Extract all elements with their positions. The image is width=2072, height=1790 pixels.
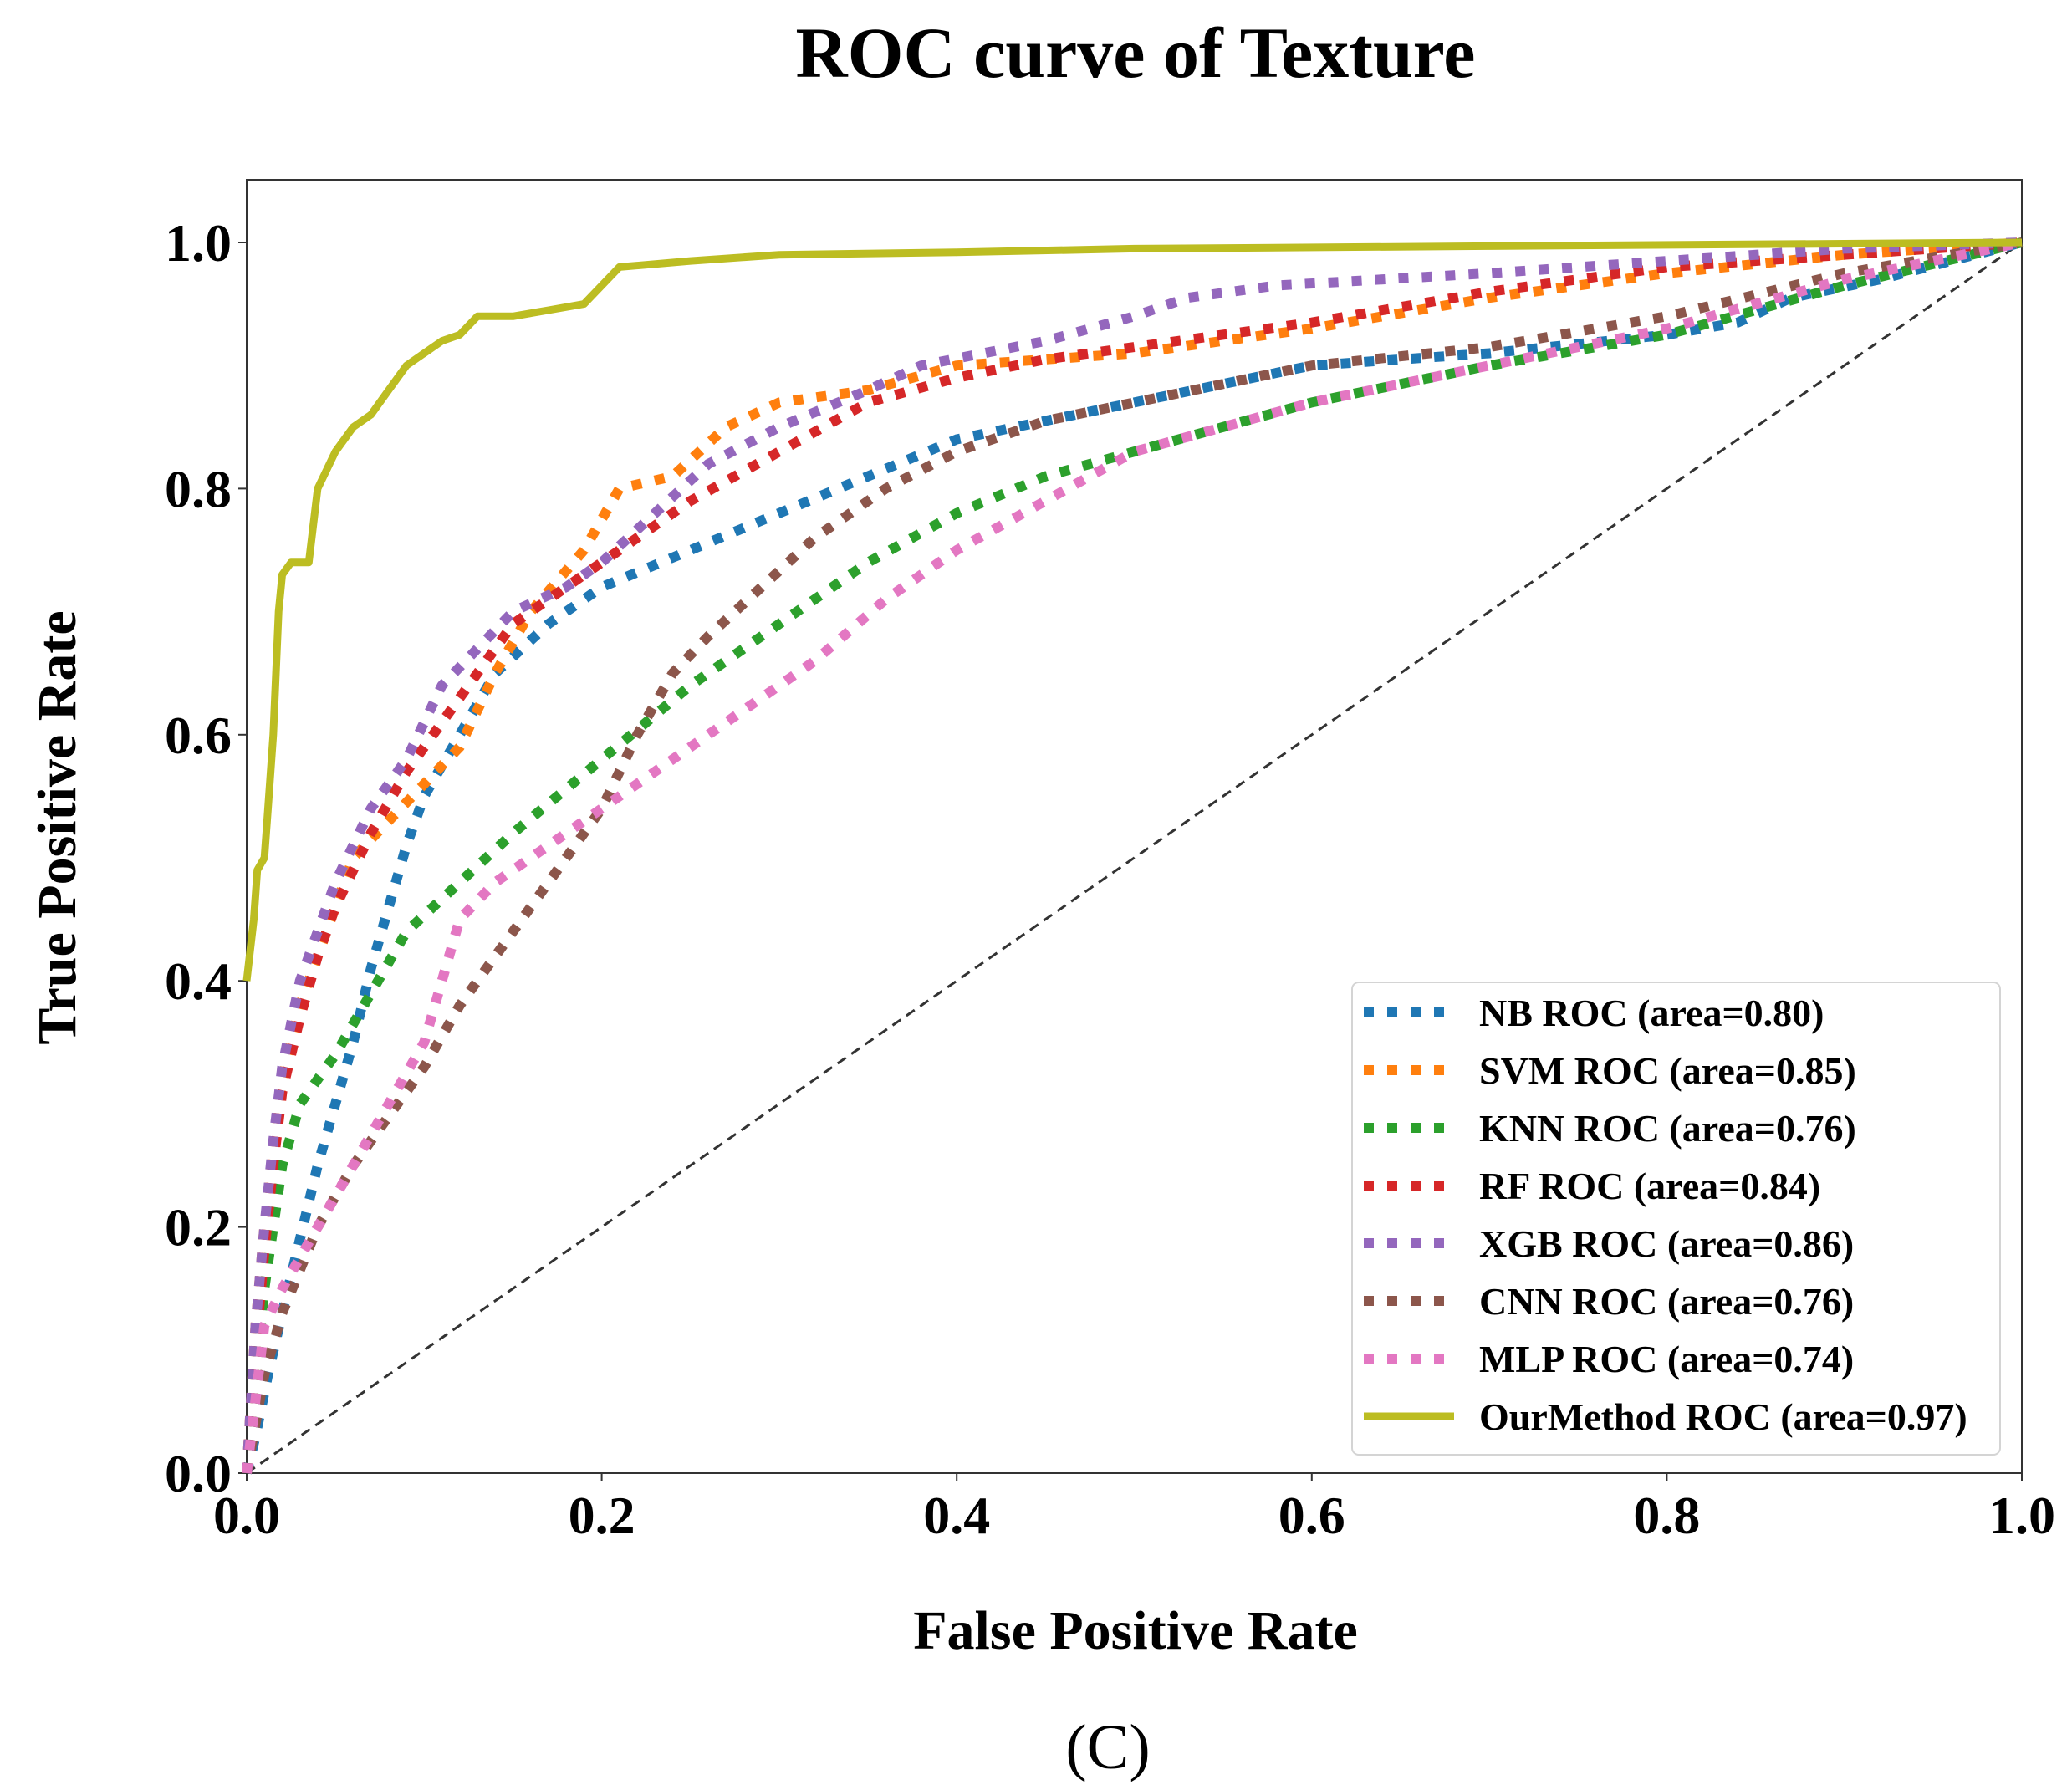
y-axis-label: True Positive Rate: [27, 610, 88, 1044]
legend-entry-label: MLP ROC (area=0.74): [1479, 1338, 1854, 1380]
y-tick-label: 1.0: [165, 213, 232, 273]
y-tick-label: 0.4: [165, 951, 232, 1011]
panel-label: (C): [1065, 1712, 1150, 1782]
series-line-ourmethod: [242, 238, 2023, 982]
legend-entry-label: XGB ROC (area=0.86): [1479, 1222, 1854, 1265]
y-axis-ticks: 0.0 0.2 0.4 0.6 0.8 1.0: [165, 213, 247, 1503]
plot-frame: [246, 179, 2023, 1474]
plot-area: [242, 179, 2024, 1475]
y-tick-label: 0.0: [165, 1444, 232, 1503]
series-line-knn: [242, 237, 2024, 1474]
x-tick-label: 0.4: [923, 1486, 990, 1545]
x-tick-label: 0.8: [1633, 1486, 1700, 1545]
y-tick-label: 0.2: [165, 1198, 232, 1257]
x-axis-ticks: 0.0 0.2 0.4 0.6 0.8 1.0: [213, 1473, 2055, 1545]
legend-box: [1351, 982, 2001, 1456]
y-tick-label: 0.6: [165, 706, 232, 765]
x-tick-label: 0.2: [569, 1486, 635, 1545]
series-line-rf: [242, 237, 2023, 1474]
chance-diagonal-line: [246, 241, 2023, 1475]
legend-entry-label: OurMethod ROC (area=0.97): [1479, 1395, 1967, 1438]
legend-entry-label: CNN ROC (area=0.76): [1479, 1280, 1854, 1323]
x-tick-label: 1.0: [1988, 1486, 2055, 1545]
y-tick-label: 0.8: [165, 459, 232, 518]
legend-entry-label: KNN ROC (area=0.76): [1479, 1107, 1856, 1150]
legend-entry-label: NB ROC (area=0.80): [1479, 992, 1824, 1034]
legend-entry-label: SVM ROC (area=0.85): [1479, 1049, 1856, 1092]
series-line-cnn: [242, 237, 2024, 1475]
x-axis-label: False Positive Rate: [913, 1600, 1358, 1661]
x-tick-label: 0.6: [1278, 1486, 1345, 1545]
legend-entry-label: RF ROC (area=0.84): [1479, 1165, 1820, 1207]
legend: NB ROC (area=0.80) SVM ROC (area=0.85) KNN…: [1351, 982, 2001, 1456]
x-tick-label: 0.0: [213, 1486, 280, 1545]
series-line-mlp: [242, 237, 2024, 1474]
chart-title: ROC curve of Texture: [796, 13, 1476, 93]
